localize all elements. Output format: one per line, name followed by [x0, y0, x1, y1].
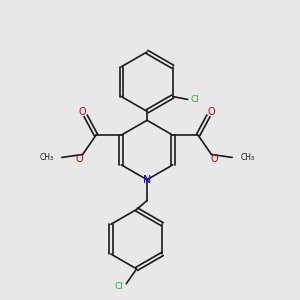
Text: N: N — [143, 175, 151, 185]
Text: CH₃: CH₃ — [241, 153, 255, 162]
Text: Cl: Cl — [114, 282, 123, 291]
Text: O: O — [79, 107, 86, 117]
Text: O: O — [211, 154, 218, 164]
Text: O: O — [208, 107, 215, 117]
Text: CH₃: CH₃ — [39, 153, 53, 162]
Text: Cl: Cl — [190, 95, 200, 104]
Text: O: O — [76, 154, 83, 164]
